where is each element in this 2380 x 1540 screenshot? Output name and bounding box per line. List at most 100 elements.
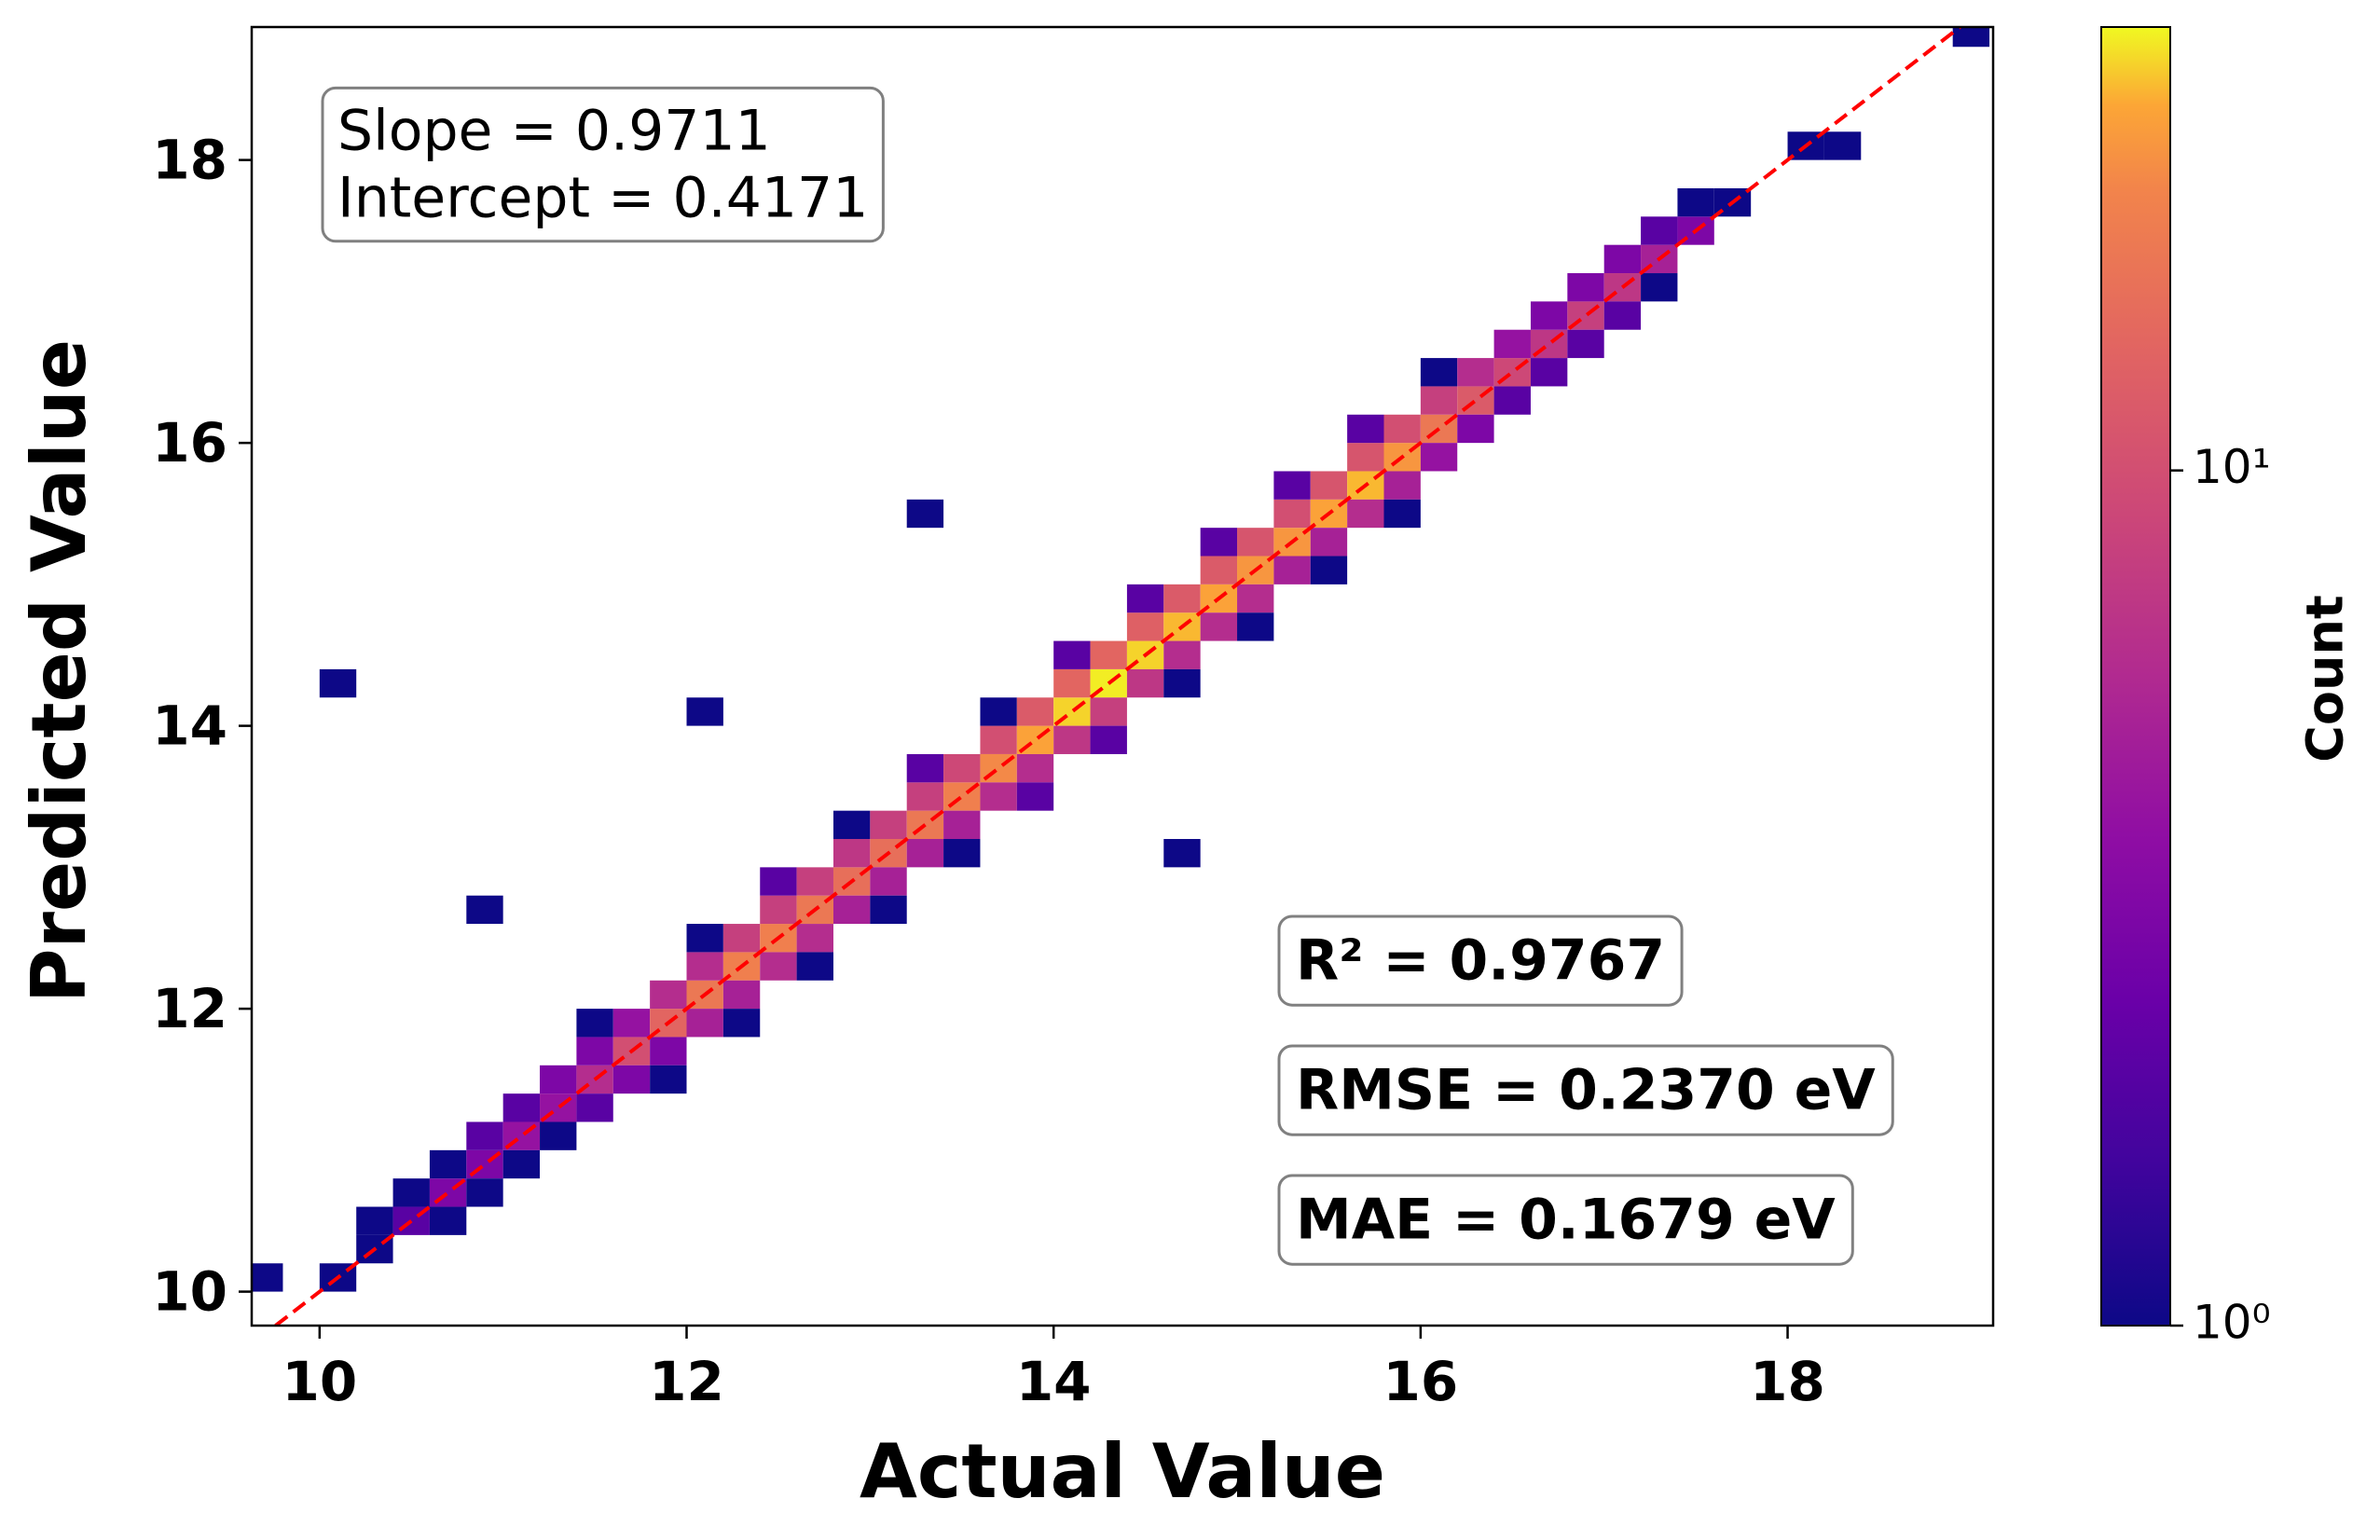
hist-cell — [906, 839, 944, 868]
hist-cell — [1163, 668, 1201, 698]
hist-cell — [576, 1037, 613, 1066]
hist-cell — [429, 1206, 467, 1235]
hist-cell — [319, 668, 357, 698]
y-axis-label: Predicted Value — [16, 339, 103, 1003]
hist-cell — [906, 753, 944, 783]
hist-cell — [722, 924, 761, 953]
annotation-box — [321, 86, 885, 243]
hist-cell — [760, 952, 797, 981]
annotation: RMSE = 0.2370 eV — [1296, 1058, 1876, 1123]
hist-cell — [832, 895, 871, 925]
hist-cell — [650, 1037, 687, 1066]
hist-cell — [429, 1149, 467, 1179]
hist-cell — [1530, 301, 1568, 330]
hist-cell — [356, 1206, 393, 1235]
hist-cell — [1383, 499, 1421, 529]
hist-cell — [1310, 528, 1348, 557]
x-tick-label: 16 — [1383, 1350, 1459, 1413]
hist-cell — [1823, 131, 1862, 160]
hist-cell — [870, 810, 907, 840]
hist-cell — [722, 1009, 761, 1038]
annotation-box — [1277, 1044, 1894, 1136]
x-tick-label: 14 — [1016, 1350, 1092, 1413]
hist-cell — [980, 782, 1017, 811]
colorbar — [2100, 26, 2171, 1327]
overlay — [274, 27, 1961, 1326]
hist-cell — [906, 782, 944, 811]
hist-cell — [686, 697, 723, 726]
hist-cell — [1952, 27, 1990, 48]
hist-cell — [1641, 216, 1678, 245]
hist-cell — [1420, 443, 1458, 472]
colorbar-tick-label: 10⁰ — [2193, 1296, 2271, 1350]
hist-cell — [650, 1065, 687, 1094]
hist-cell — [870, 867, 907, 896]
hist-cell — [1273, 499, 1311, 529]
hist-cell — [1457, 414, 1494, 444]
hist-cell — [502, 1149, 541, 1179]
hist-cell — [943, 839, 981, 868]
annotation: Intercept = 0.4171 — [337, 166, 868, 231]
y-tick-label: 10 — [152, 1260, 227, 1324]
y-tick-label: 18 — [152, 129, 227, 192]
hist-cell — [796, 952, 833, 981]
hist-cell — [1641, 273, 1678, 302]
hist-cell — [1090, 697, 1127, 726]
x-tick-label: 10 — [282, 1350, 357, 1413]
hist-cell — [502, 1093, 541, 1122]
hist-cell — [1347, 499, 1384, 529]
hist-cell — [980, 697, 1017, 726]
hist-cell — [650, 980, 687, 1010]
hist-cell — [1420, 358, 1458, 387]
hist-cell — [1053, 725, 1091, 754]
hist-cell — [980, 725, 1017, 754]
heatmap — [252, 27, 1990, 1292]
x-axis-label: Actual Value — [860, 1428, 1385, 1515]
hist-cell — [1530, 358, 1568, 387]
colorbar-tick-label: 10¹ — [2193, 440, 2271, 494]
annotation: MAE = 0.1679 eV — [1296, 1188, 1836, 1253]
hist-cell — [906, 499, 944, 529]
hist-cell — [686, 924, 723, 953]
hist-cell — [1090, 640, 1127, 669]
hist-cell — [1310, 556, 1348, 584]
hist-cell — [612, 1009, 651, 1038]
hist-cell — [466, 1178, 503, 1207]
hist-cell — [1567, 329, 1604, 359]
annotation-box — [1277, 1174, 1854, 1266]
hist-cell — [760, 867, 797, 896]
hist-cell — [392, 1178, 430, 1207]
hist-cell — [1603, 244, 1642, 274]
hist-cell — [1016, 782, 1054, 811]
colorbar-label: Count — [2296, 595, 2355, 762]
hist-cell — [1053, 668, 1091, 698]
hist-cell — [1310, 471, 1348, 500]
hist-cell — [540, 1065, 577, 1094]
x-tick-label: 18 — [1750, 1350, 1825, 1413]
hist-cell — [1200, 556, 1238, 584]
hist-cell — [576, 1009, 613, 1038]
hist-cell — [1090, 725, 1127, 754]
hist-cell — [1053, 640, 1091, 669]
hist-cell — [252, 1263, 283, 1292]
hist-cell — [1493, 386, 1531, 415]
hist-cell — [1493, 329, 1531, 359]
hist-cell — [1567, 273, 1604, 302]
hist-cell — [943, 810, 981, 840]
hist-cell — [1237, 528, 1274, 557]
y-tick-label: 12 — [152, 977, 227, 1040]
hist-cell — [1016, 697, 1054, 726]
hist-cell — [1200, 528, 1238, 557]
hist-cell — [1273, 556, 1311, 584]
hist-cell — [1163, 584, 1201, 613]
hist-cell — [1273, 471, 1311, 500]
hist-cell — [1163, 640, 1201, 669]
hist-cell — [796, 924, 833, 953]
hist-cell — [1126, 612, 1164, 641]
hist-cell — [760, 895, 797, 925]
hist-cell — [1457, 358, 1494, 387]
hist-cell — [1383, 471, 1421, 500]
x-tick-label: 12 — [649, 1350, 724, 1413]
hist-cell — [796, 867, 833, 896]
